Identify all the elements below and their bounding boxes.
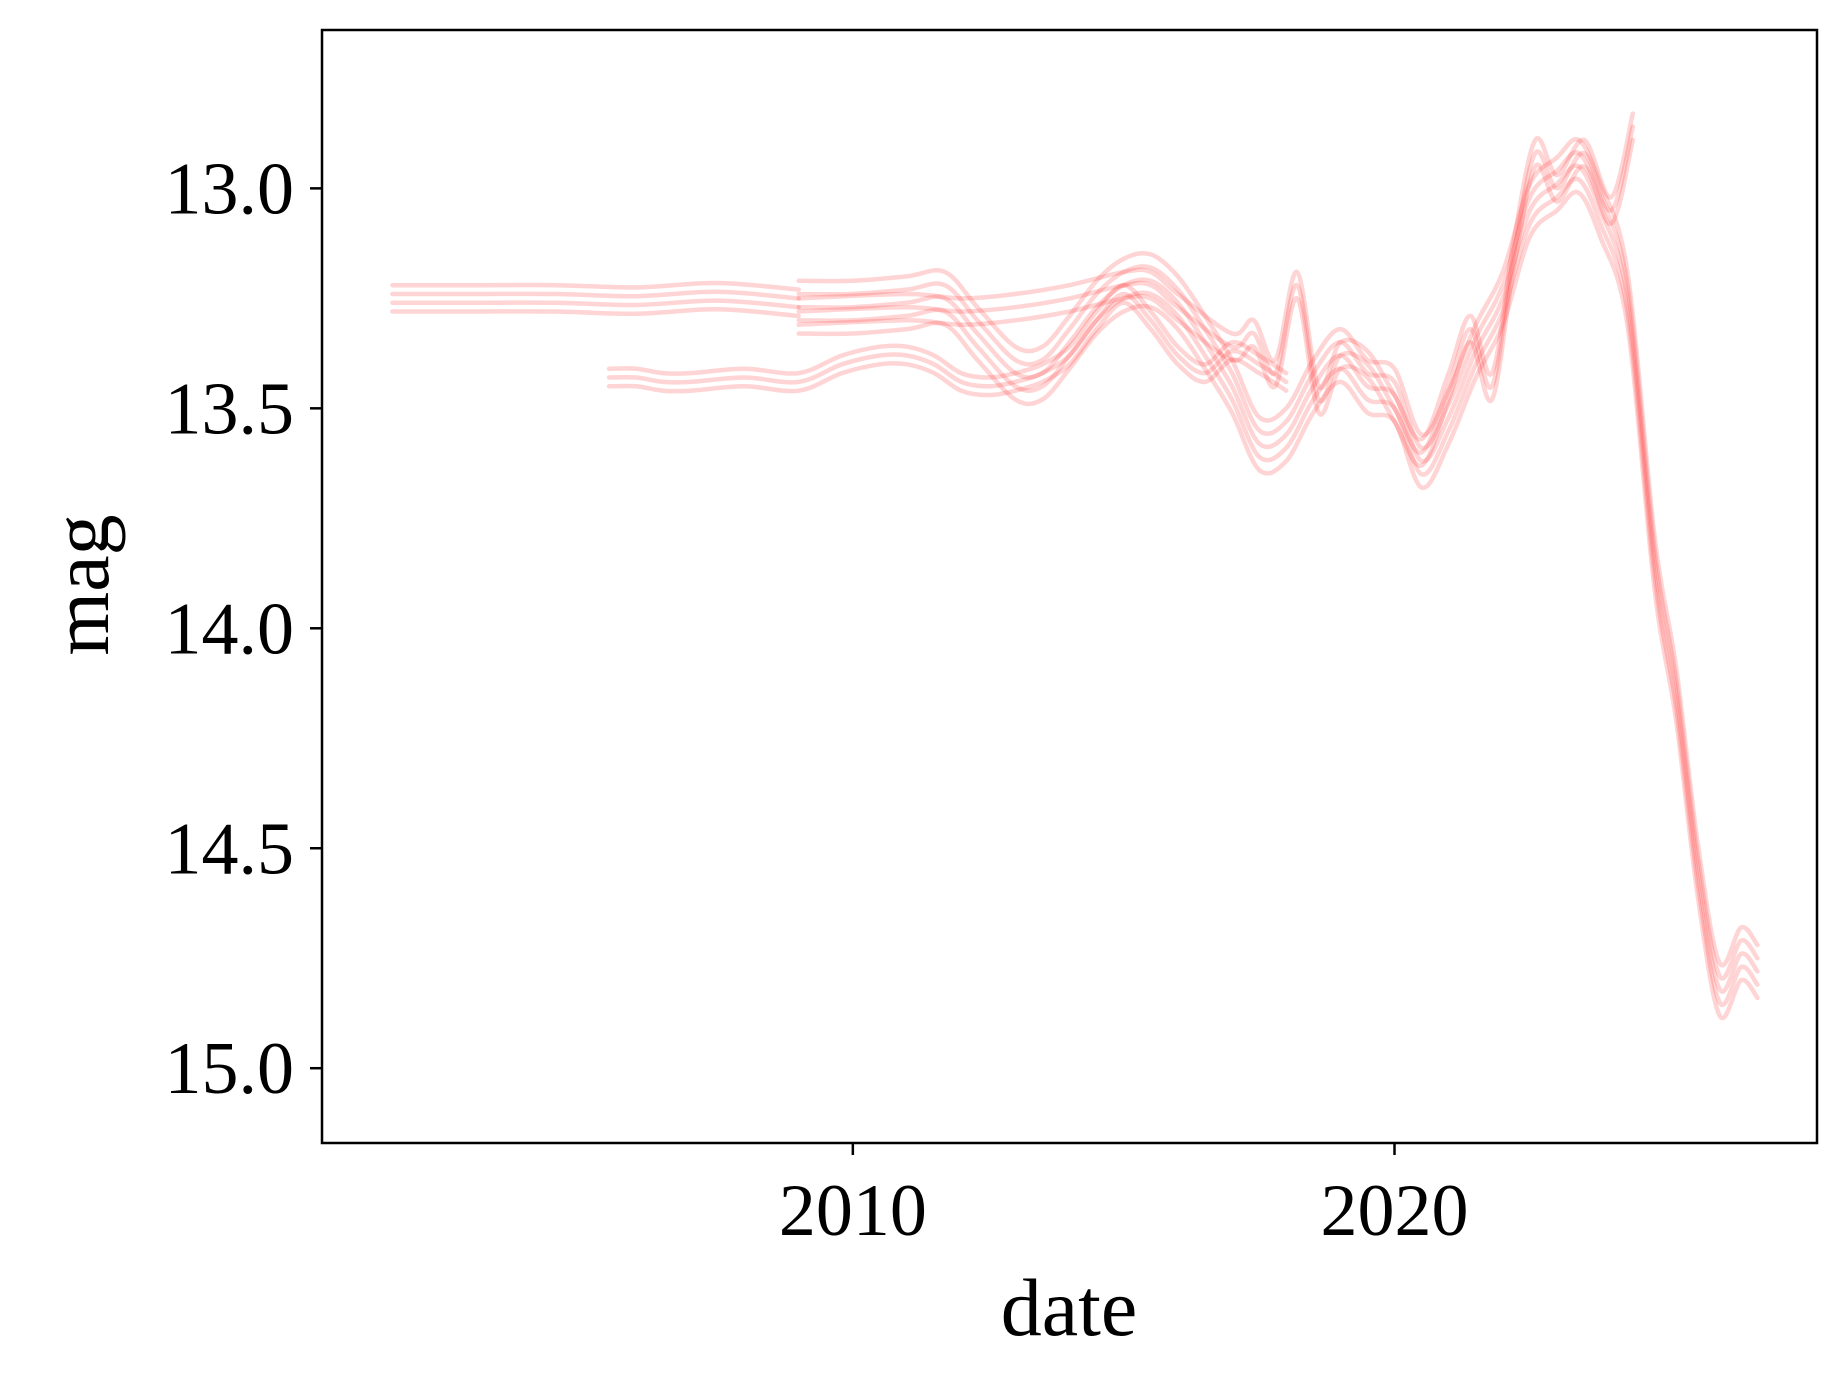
y-tick-label: 15.0 [165, 1028, 295, 1110]
y-tick-label: 13.0 [165, 148, 295, 230]
y-tick-label: 14.0 [165, 588, 295, 670]
series-line-0-1 [390, 289, 801, 301]
series-line-1-2 [606, 300, 1289, 398]
series-line-0-0 [390, 280, 801, 292]
series-line-3-2 [796, 137, 1636, 468]
y-tick-label: 13.5 [165, 368, 295, 450]
series-line-0-2 [390, 298, 801, 310]
series-line-1-1 [606, 291, 1289, 389]
x-tick-label: 2010 [779, 1170, 927, 1252]
y-tick-label: 14.5 [165, 808, 295, 890]
series-line-2-4 [796, 189, 1760, 1021]
series-line-2-1 [796, 150, 1760, 981]
series-line-1-0 [606, 282, 1289, 380]
series-line-0-3 [390, 307, 801, 319]
x-axis-label: date [1001, 1262, 1138, 1353]
x-tick-label: 2020 [1321, 1170, 1469, 1252]
axis-ticks: 2010 2020 13.0 13.5 14.0 14.5 15.0 [165, 148, 1469, 1252]
plot-frame [320, 28, 1819, 1145]
y-axis-label: mag [35, 514, 126, 655]
series-line-3-1 [796, 124, 1636, 455]
series-line-2-2 [796, 163, 1760, 994]
plot-lines [390, 111, 1760, 1021]
series-line-2-3 [796, 176, 1760, 1008]
series-line-2-0 [796, 137, 1760, 968]
series-line-3-0 [796, 111, 1636, 442]
